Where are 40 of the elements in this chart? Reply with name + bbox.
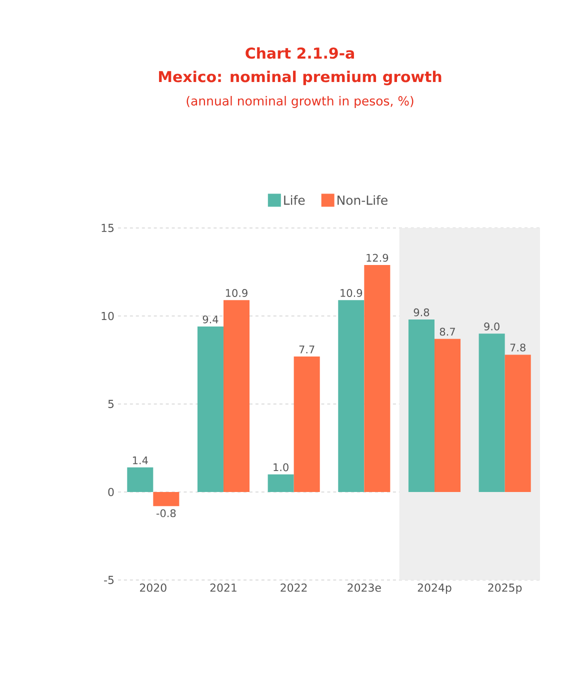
data-label: 7.8 (510, 344, 526, 352)
text: (annual nominal growth in pesos, %) (186, 96, 414, 108)
bar (197, 326, 224, 492)
bar (294, 356, 320, 492)
bar (478, 334, 505, 492)
data-label: 7.7 (299, 346, 314, 354)
data-label: 1.4 (132, 456, 148, 464)
legend-label: Non-Life (338, 195, 388, 205)
bar (434, 338, 461, 492)
bar (364, 264, 390, 492)
bar (504, 354, 531, 492)
legend-label: Life (284, 195, 305, 205)
x-tick-label: 2021 (210, 584, 236, 592)
data-label: 9.4 (202, 315, 218, 324)
y-tick-label: -5 (104, 576, 114, 584)
bar (268, 474, 294, 492)
x-tick-label: 2022 (280, 584, 307, 592)
data-label: -0.8 (156, 509, 176, 518)
data-label: 8.7 (440, 328, 455, 336)
y-tick-label: 5 (108, 400, 114, 408)
x-tick-label: 2025p (488, 584, 522, 594)
bar (408, 320, 434, 492)
bar (338, 300, 364, 492)
data-label: 12.9 (366, 254, 388, 262)
y-tick-label: 10 (102, 312, 114, 320)
data-label: 9.8 (414, 308, 430, 316)
chart-title: Chart 2.1.9-a (246, 47, 354, 59)
x-tick-label: 2020 (140, 584, 166, 592)
data-label: 10.9 (226, 289, 248, 297)
bar (153, 492, 180, 506)
x-tick-label: 2024p (418, 584, 452, 594)
bar (127, 467, 154, 492)
data-label: 10.9 (340, 289, 362, 297)
y-tick-label: 15 (102, 224, 114, 232)
x-tick-label: 2023e (348, 584, 381, 592)
bar (224, 300, 250, 492)
data-label: 1.0 (274, 463, 288, 472)
data-label: 9.0 (484, 322, 500, 330)
chart-subtitle: Mexico: nominal premium growth (159, 70, 442, 86)
y-tick-label: 0 (108, 488, 114, 496)
